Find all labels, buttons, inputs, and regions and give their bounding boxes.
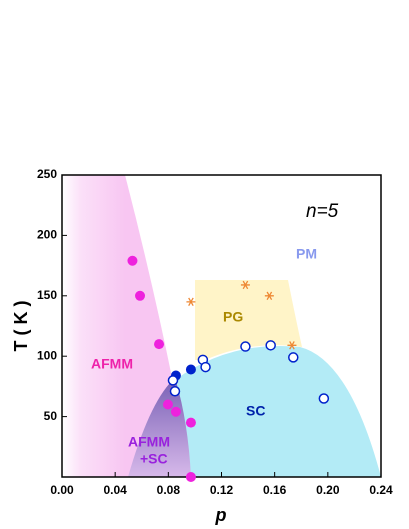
x-tick-label: 0.24 bbox=[369, 483, 393, 497]
pg-region bbox=[195, 280, 302, 360]
point bbox=[265, 340, 276, 351]
x-tick-label: 0.12 bbox=[210, 483, 234, 497]
point bbox=[169, 385, 181, 397]
y-tick-label: 200 bbox=[37, 228, 57, 242]
annotation: +SC bbox=[140, 451, 168, 467]
x-tick-label: 0.04 bbox=[103, 483, 127, 497]
annotation: n=5 bbox=[306, 201, 339, 222]
point bbox=[162, 399, 173, 410]
point bbox=[185, 472, 196, 482]
point bbox=[264, 291, 274, 301]
annotation: PG bbox=[223, 309, 243, 325]
annotation: AFMM bbox=[91, 356, 133, 372]
y-tick-label: 150 bbox=[37, 288, 57, 302]
point bbox=[135, 290, 146, 301]
y-tick-label: 50 bbox=[44, 409, 58, 423]
point bbox=[288, 352, 299, 363]
point bbox=[127, 255, 138, 266]
point bbox=[240, 280, 250, 290]
point bbox=[154, 339, 165, 350]
point bbox=[240, 341, 251, 352]
y-tick-label: 250 bbox=[37, 167, 57, 181]
point bbox=[186, 297, 196, 307]
x-axis-label: p bbox=[215, 505, 227, 525]
point bbox=[287, 341, 297, 350]
y-tick-label: 100 bbox=[37, 348, 57, 362]
y-axis-label: T ( K ) bbox=[11, 301, 31, 352]
point bbox=[167, 375, 179, 386]
point bbox=[170, 406, 181, 417]
annotation: AFMM bbox=[128, 434, 170, 450]
sc-region bbox=[175, 345, 381, 477]
x-tick-label: 0.00 bbox=[50, 483, 74, 497]
point bbox=[318, 393, 330, 404]
annotation: SC bbox=[246, 403, 265, 419]
afmm-sc-region bbox=[128, 378, 191, 477]
point bbox=[200, 361, 211, 373]
x-tick-label: 0.08 bbox=[157, 483, 181, 497]
point bbox=[185, 364, 196, 375]
x-tick-label: 0.20 bbox=[316, 483, 340, 497]
annotation: PM bbox=[296, 246, 317, 262]
x-tick-label: 0.16 bbox=[263, 483, 287, 497]
point bbox=[185, 417, 196, 428]
